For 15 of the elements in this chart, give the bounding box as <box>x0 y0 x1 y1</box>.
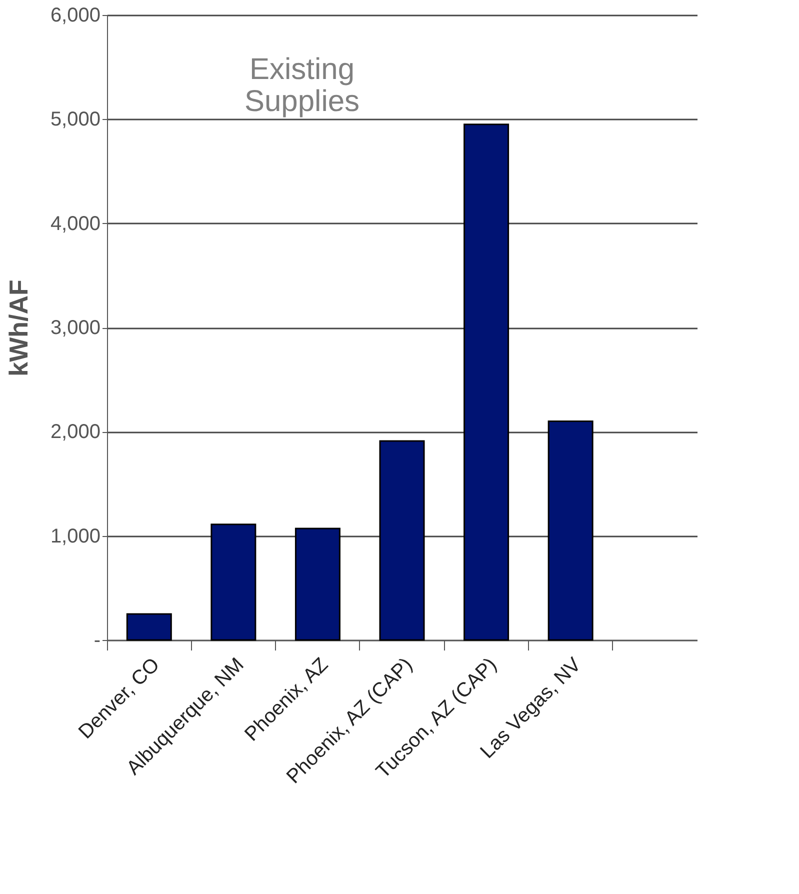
bar <box>464 124 510 641</box>
bar <box>126 613 172 641</box>
y-tick-label: 3,000 <box>50 317 100 339</box>
bar <box>210 524 256 641</box>
y-tick-label: 6,000 <box>50 4 100 26</box>
bar <box>379 440 425 641</box>
y-tick-label: 2,000 <box>50 421 100 444</box>
y-tick-label: 1,000 <box>50 525 100 548</box>
y-tick-label: 4,000 <box>50 212 100 235</box>
y-tick-label: - <box>94 630 100 652</box>
y-axis-title: kWh/AF <box>3 280 34 376</box>
bar <box>294 528 340 641</box>
bar <box>548 420 594 641</box>
annotation: Existing Supplies <box>244 53 360 118</box>
y-tick-label: 5,000 <box>50 108 100 131</box>
